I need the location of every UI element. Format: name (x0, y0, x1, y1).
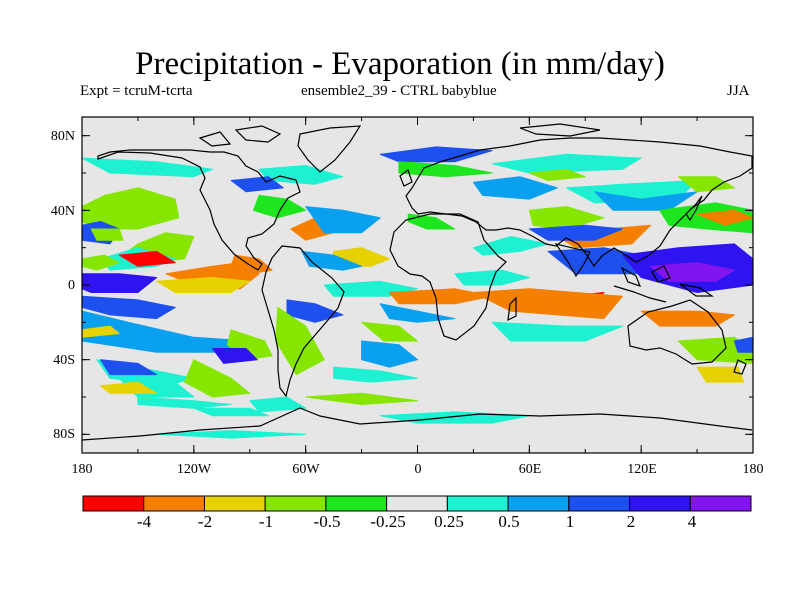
season-label: JJA (727, 83, 750, 99)
lon-label-60w: 60W (292, 462, 320, 477)
field-patch (389, 288, 493, 305)
field-patch (82, 273, 158, 293)
field-patch (184, 359, 251, 398)
lat-label-40s: 40S (53, 353, 75, 368)
coast-north-america (97, 149, 301, 271)
coastlines (82, 123, 753, 441)
field-patch (90, 228, 124, 241)
field-patch (594, 191, 698, 211)
field-patch (379, 146, 493, 163)
coast-madagascar (507, 296, 517, 322)
coast-arctic-islands (198, 123, 601, 147)
colorbar (82, 495, 752, 512)
field-patch (491, 153, 642, 174)
axis-ticks (81, 117, 754, 453)
field-patch (305, 206, 381, 234)
field-patch (82, 325, 120, 338)
field-patch (333, 366, 418, 383)
coast-japan (685, 195, 703, 222)
field-patch (305, 392, 418, 405)
colorbar-swatch (82, 495, 145, 512)
field-patch (407, 213, 456, 230)
colorbar-label: 0.5 (498, 512, 520, 531)
coast-greenland (297, 125, 362, 173)
field-patch (156, 430, 307, 439)
field-patch (118, 250, 176, 267)
colorbar-swatch (143, 495, 205, 512)
field-patch (100, 359, 158, 376)
colorbar-swatch (203, 495, 266, 512)
field-patch (472, 236, 549, 256)
lat-label-80n: 80N (50, 129, 75, 144)
field-patch (137, 396, 232, 409)
coast-british-isles (399, 169, 413, 187)
colorbar-label: -0.5 (313, 512, 341, 531)
field-patch (472, 288, 623, 320)
colorbar-swatch (264, 495, 327, 512)
experiment-label: Expt = tcruM-tcrta (80, 83, 193, 99)
field-patch (379, 303, 456, 323)
colorbar-label: -1 (258, 512, 274, 531)
lat-label-0: 0 (68, 278, 75, 293)
chart-title: Precipitation - Evaporation (in mm/day) (135, 46, 665, 82)
field-patch (212, 348, 258, 364)
colorbar-label: -4 (136, 512, 152, 531)
field-patch (640, 310, 735, 327)
field-layer (82, 146, 753, 439)
colorbar-label: 2 (626, 512, 636, 531)
field-patch (677, 176, 735, 193)
field-patch (82, 254, 120, 271)
lat-label-40n: 40N (50, 204, 75, 219)
field-patch (528, 168, 586, 181)
field-patch (528, 206, 605, 230)
lon-label-0: 0 (414, 462, 422, 477)
coast-australia (627, 299, 727, 365)
colorbar-swatch (689, 495, 752, 512)
coast-south-america (261, 245, 345, 398)
colorbar-swatch (446, 495, 509, 512)
lon-label-60e: 60E (518, 462, 542, 477)
lon-label-180w: 180 (71, 462, 93, 477)
coast-africa (389, 213, 507, 341)
field-patch (100, 381, 158, 394)
ensemble-label: ensemble2_39 - CTRL babyblue (301, 83, 497, 99)
coast-eurasia (405, 137, 753, 268)
colorbar-label: -2 (197, 512, 213, 531)
lon-label-120w: 120W (176, 462, 212, 477)
colorbar-swatch (568, 495, 631, 512)
field-patch (275, 306, 325, 376)
colorbar-swatch (386, 495, 448, 512)
field-patch (677, 336, 753, 364)
field-patch (249, 396, 307, 413)
colorbar-swatch (507, 495, 570, 512)
lon-label-120e: 120E (627, 462, 657, 477)
coast-indonesia (613, 265, 714, 303)
coast-antarctica (82, 407, 753, 441)
coast-indian-peninsula (554, 243, 591, 278)
field-patch (696, 209, 753, 226)
lat-label-80s: 80S (53, 427, 75, 442)
coast-new-zealand (733, 359, 747, 375)
colorbar-label: 0.25 (434, 512, 464, 531)
field-patch (472, 176, 558, 200)
field-patch (733, 336, 753, 353)
field-patch (361, 321, 418, 342)
field-patch (454, 269, 530, 286)
colorbar-label: 1 (565, 512, 575, 531)
field-patch (398, 161, 493, 178)
field-patch (696, 366, 745, 383)
lon-label-180e: 180 (742, 462, 764, 477)
colorbar-label: 4 (687, 512, 697, 531)
colorbar-label: -0.25 (370, 512, 406, 531)
field-patch (361, 340, 418, 368)
field-patch (491, 321, 623, 342)
field-patch (193, 407, 269, 417)
field-patch (528, 224, 623, 241)
field-patch (253, 194, 307, 219)
colorbar-swatch (325, 495, 388, 512)
field-patch (82, 295, 176, 320)
colorbar-swatch (629, 495, 691, 512)
field-patch (156, 277, 251, 293)
